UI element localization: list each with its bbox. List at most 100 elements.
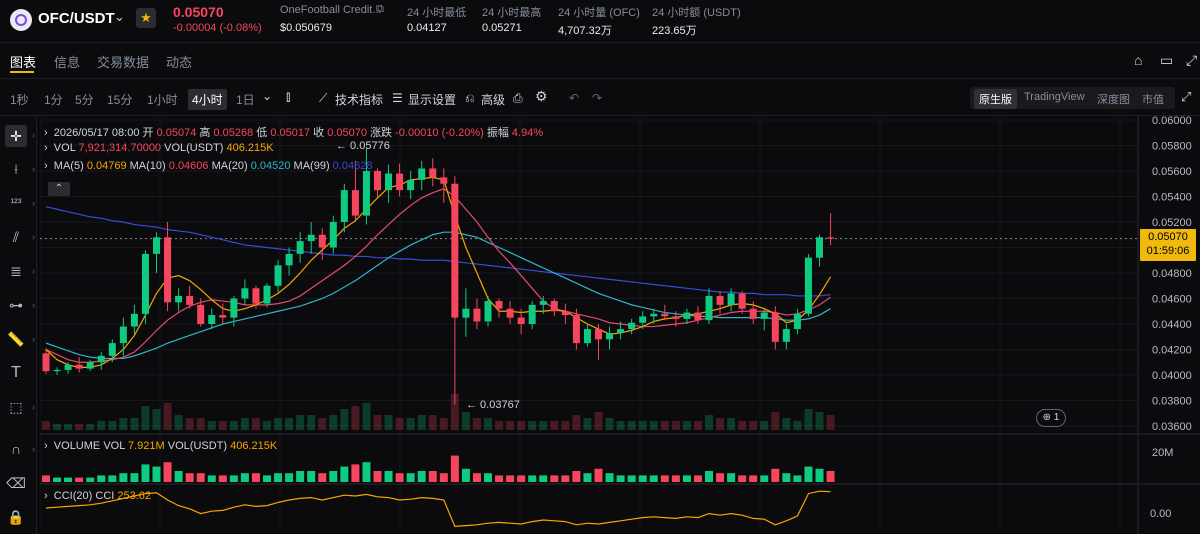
volume-bar	[472, 473, 481, 482]
price-tick-label: 0.05400	[1152, 192, 1192, 204]
volume-overlay-bar	[495, 421, 504, 430]
volume-overlay-bar	[760, 421, 769, 430]
cci-legend: › CCI(20) CCI 253.62	[44, 490, 151, 502]
display-settings-icon[interactable]: ☰	[392, 91, 403, 105]
candle-type-icon[interactable]: ⫾	[286, 88, 291, 104]
tab-trading-data[interactable]: 交易数据	[97, 55, 150, 70]
window-icon[interactable]: ▭	[1160, 52, 1174, 68]
chevron-icon[interactable]: ›	[44, 440, 48, 452]
view-marketcap[interactable]: 市值	[1142, 94, 1164, 106]
favorite-star-icon[interactable]: ★	[136, 8, 156, 28]
text-tool-icon[interactable]: T	[11, 364, 21, 381]
volusdt-label: VOL(USDT)	[164, 142, 224, 154]
volume-bar	[395, 473, 404, 482]
volume-overlay-bar	[130, 418, 139, 430]
volume-bar	[130, 473, 139, 482]
pitchfork-icon[interactable]: ⫽	[12, 229, 20, 245]
timeframe-5m[interactable]: 5分	[75, 93, 94, 107]
alert-icon[interactable]: ⌂	[1134, 52, 1143, 68]
cci-title: CCI(20)	[53, 490, 93, 502]
view-depth[interactable]: 深度图	[1097, 94, 1130, 106]
fullscreen-icon[interactable]: ⤢	[1181, 89, 1192, 104]
volume-bar	[218, 475, 227, 482]
event-count: 1	[1053, 412, 1060, 423]
chevron-right-icon[interactable]: ›	[32, 444, 35, 454]
chevron-right-icon[interactable]: ›	[32, 300, 35, 310]
chevron-icon[interactable]: ›	[44, 160, 48, 172]
price-chart[interactable]: 0.060000.058000.056000.054000.052000.050…	[40, 116, 1200, 534]
globe-events-badge[interactable]: ⊕ 1	[1036, 409, 1066, 427]
undo-icon[interactable]: ↶	[569, 91, 580, 105]
ruler-icon[interactable]: 📏	[7, 331, 25, 347]
collapse-legend-icon[interactable]: ⌃	[48, 182, 70, 196]
view-tradingview[interactable]: TradingView	[1024, 91, 1085, 103]
price-tick-label: 0.03600	[1152, 421, 1192, 433]
pair-name[interactable]: OFC/USDT	[38, 10, 115, 27]
expand-icon[interactable]: ⤢	[1186, 52, 1198, 68]
volume-overlay-bar	[119, 418, 128, 430]
template-icon[interactable]: ⎙	[513, 91, 523, 105]
candle-body	[130, 313, 138, 327]
indicators-button[interactable]: 技术指标	[335, 93, 384, 107]
volume-overlay-bar	[351, 406, 360, 430]
ofc-logo-icon	[10, 9, 32, 31]
volume-bar	[196, 473, 205, 482]
gear-icon[interactable]: ⚙	[535, 88, 548, 104]
external-link-icon[interactable]: ⧉	[376, 3, 384, 15]
volume-bar	[660, 475, 669, 482]
candle-body	[738, 293, 746, 309]
display-settings-button[interactable]: 显示设置	[408, 93, 457, 107]
magnet-icon[interactable]: ∩	[10, 441, 22, 457]
tab-feed[interactable]: 动态	[166, 55, 193, 70]
stat-label-index[interactable]: OneFootball Credit...	[280, 4, 382, 16]
low-value: 0.05017	[270, 127, 311, 139]
lock-icon[interactable]: 🔒	[7, 509, 25, 525]
timeframe-15m[interactable]: 15分	[107, 93, 133, 107]
volume-title: VOLUME	[53, 440, 101, 452]
trend-line-icon[interactable]: ⟊	[14, 161, 18, 177]
view-native[interactable]: 原生版	[974, 89, 1017, 109]
candle-body	[639, 316, 647, 323]
timeframe-1s[interactable]: 1秒	[10, 93, 29, 107]
timeframe-4h[interactable]: 4小时	[188, 89, 227, 110]
rectangle-icon[interactable]: ⬚	[9, 399, 23, 415]
chevron-down-icon[interactable]: ⌄	[262, 89, 273, 103]
candle-body	[164, 237, 172, 303]
timeframe-1m[interactable]: 1分	[44, 93, 63, 107]
volume-overlay-bar	[163, 403, 172, 430]
chevron-icon[interactable]: ›	[44, 490, 48, 502]
chevron-right-icon[interactable]: ›	[32, 130, 35, 140]
advanced-icon[interactable]: ⎌	[465, 91, 475, 105]
open-label: 开	[142, 127, 154, 139]
ma20-line	[45, 231, 831, 360]
chevron-down-icon[interactable]: ⌄	[114, 9, 125, 24]
chevron-right-icon[interactable]: ›	[32, 232, 35, 242]
fib-retracement-icon[interactable]: ≣	[10, 263, 22, 279]
gann-icon[interactable]: ⊶	[9, 297, 23, 313]
tab-info[interactable]: 信息	[54, 55, 81, 70]
timeframe-1d[interactable]: 1日	[236, 93, 255, 107]
candle-body	[252, 288, 260, 304]
price-label-icon[interactable]: ¹²³	[10, 197, 22, 209]
chevron-icon[interactable]: ›	[44, 127, 48, 139]
advanced-button[interactable]: 高级	[481, 93, 506, 107]
chevron-right-icon[interactable]: ›	[32, 266, 35, 276]
chevron-right-icon[interactable]: ›	[32, 402, 35, 412]
redo-icon[interactable]: ↷	[592, 91, 603, 105]
chevron-right-icon[interactable]: ›	[32, 334, 35, 344]
candle-body	[97, 355, 105, 363]
crosshair-icon[interactable]: ✛	[5, 125, 27, 147]
candle-body	[760, 312, 768, 319]
indicators-icon[interactable]: ⟋	[319, 91, 328, 105]
tab-chart[interactable]: 图表	[10, 55, 37, 70]
candle-body	[374, 171, 381, 191]
vol-label: VOL	[53, 142, 76, 154]
eraser-icon[interactable]: ⌫	[6, 475, 26, 491]
volume-overlay-bar	[318, 418, 327, 430]
volume-bar	[705, 471, 713, 482]
chevron-right-icon[interactable]: ›	[32, 164, 35, 174]
chevron-icon[interactable]: ›	[44, 142, 48, 154]
timeframe-1h[interactable]: 1小时	[147, 93, 178, 107]
volume-overlay-bar	[196, 418, 205, 430]
chevron-right-icon[interactable]: ›	[32, 198, 35, 208]
